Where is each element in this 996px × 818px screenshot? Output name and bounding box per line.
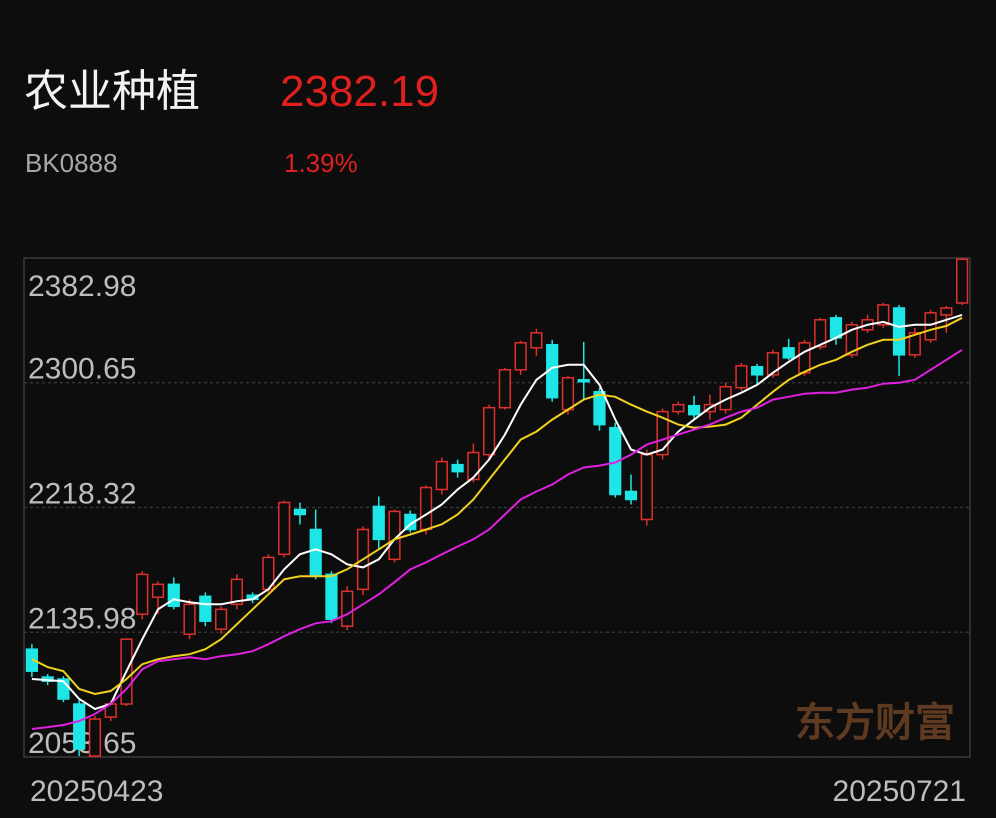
y-tick-label: 2218.32 <box>28 477 136 510</box>
candle-up <box>908 332 921 356</box>
candle-up <box>88 718 102 757</box>
candle-down <box>624 490 638 501</box>
candle-up <box>735 365 748 389</box>
candle-down <box>751 366 764 376</box>
candle-up <box>214 608 228 630</box>
ma-line <box>31 316 963 696</box>
candle-up <box>924 312 937 341</box>
candle-up <box>656 410 669 456</box>
candle-down <box>593 391 606 426</box>
candle-down <box>325 573 338 620</box>
candle-down <box>782 347 795 359</box>
candle-up <box>467 451 480 481</box>
candle-up <box>483 406 496 456</box>
y-tick-label: 2135.98 <box>28 602 136 635</box>
candle-up <box>672 403 685 413</box>
candle-up <box>940 307 953 316</box>
candle-up <box>230 578 243 606</box>
candle-up <box>766 352 780 376</box>
candle-up <box>136 573 149 615</box>
candle-up <box>561 377 575 411</box>
candle-down <box>372 505 385 541</box>
candle-up <box>798 342 811 374</box>
candle-up <box>278 501 291 556</box>
candle-up <box>498 369 511 409</box>
change: 1.39% <box>284 148 358 178</box>
candle-up <box>814 319 827 348</box>
candle-down <box>577 379 590 383</box>
candle-down <box>73 703 86 750</box>
candle-up <box>341 590 354 627</box>
candle-down <box>309 528 322 578</box>
candle-up <box>877 304 890 326</box>
code: BK0888 <box>25 148 118 178</box>
candle-down <box>57 678 70 700</box>
candle-up <box>151 583 165 598</box>
candle-down <box>451 463 464 473</box>
candle-up <box>845 324 858 356</box>
candle-up <box>435 460 448 491</box>
title: 农业种植 <box>24 67 200 116</box>
watermark: 东方财富 <box>795 701 955 745</box>
candle-down <box>609 426 622 496</box>
x-tick-label: 20250721 <box>833 775 966 808</box>
y-tick-label: 2382.98 <box>28 270 136 303</box>
candle-down <box>687 404 701 416</box>
ma-line <box>31 313 963 711</box>
candle-up <box>956 258 969 304</box>
candle-up <box>183 603 196 635</box>
candle-down <box>293 508 307 516</box>
candle-up <box>640 453 653 521</box>
candle-down <box>199 595 212 622</box>
ma-line <box>31 348 963 730</box>
x-tick-label: 20250423 <box>30 775 163 808</box>
candle-down <box>892 307 906 356</box>
price: 2382.19 <box>280 67 439 116</box>
candle-up <box>419 486 433 531</box>
candle-up <box>514 342 527 371</box>
candle-down <box>167 583 180 608</box>
y-tick-label: 2300.65 <box>28 353 136 386</box>
candle-up <box>530 332 543 349</box>
